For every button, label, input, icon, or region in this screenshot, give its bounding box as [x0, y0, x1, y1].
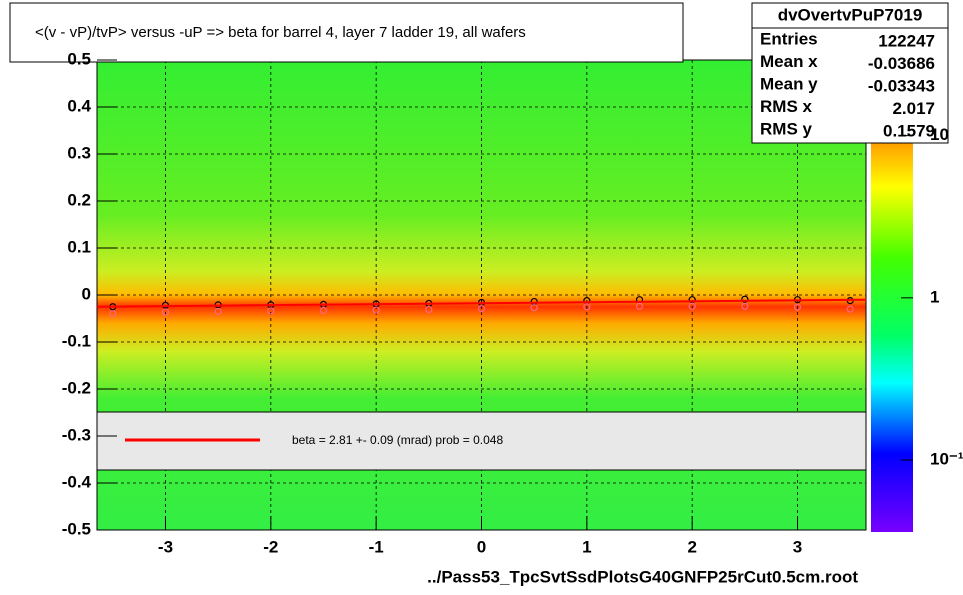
data-point [635, 302, 644, 310]
data-point [109, 310, 117, 318]
data-point [372, 306, 380, 314]
colorbar-tick-label: 10⁻¹ [930, 450, 963, 469]
stats-label: Mean x [760, 52, 818, 71]
data-point [741, 295, 749, 303]
title-box [9, 2, 684, 63]
stats-value: 2.017 [892, 99, 935, 118]
data-point [161, 308, 170, 316]
data-point [267, 307, 275, 315]
data-point [846, 305, 854, 313]
y-tick-label: -0.3 [62, 425, 91, 444]
x-axis-label: ../Pass53_TpcSvtSsdPlotsG40GNFP25rCut0.5… [427, 567, 858, 586]
stats-label: RMS x [760, 97, 813, 116]
y-tick-label: -0.2 [62, 378, 91, 397]
y-tick-label: 0 [82, 284, 91, 303]
y-tick-label: -0.4 [62, 472, 92, 491]
colorbar-tick-label: 1 [930, 287, 939, 306]
data-point [477, 305, 486, 313]
x-tick-label: 3 [793, 537, 802, 556]
x-tick-label: 2 [687, 537, 696, 556]
x-tick-label: -2 [263, 537, 278, 556]
data-point [741, 302, 749, 310]
colorbar-tick-label: 10 [930, 125, 949, 144]
y-tick-label: 0.5 [67, 49, 91, 68]
color-bar [871, 140, 913, 532]
chart-title: <(v - vP)/tvP> versus -uP => beta for ba… [35, 24, 526, 41]
stats-value: 122247 [878, 31, 935, 50]
fit-line [96, 298, 867, 308]
data-point [214, 307, 222, 316]
y-tick-label: 0.3 [67, 143, 91, 162]
data-point [530, 304, 538, 312]
y-tick-label: -0.5 [62, 519, 91, 538]
x-tick-label: -1 [369, 537, 384, 556]
data-point [319, 306, 328, 315]
y-tick-label: -0.1 [62, 331, 91, 350]
x-tick-label: 1 [582, 537, 591, 556]
data-point [793, 303, 802, 311]
stats-value: 0.1579 [883, 121, 935, 140]
data-point [425, 305, 433, 314]
stats-label: RMS y [760, 119, 813, 138]
stats-box [751, 2, 949, 144]
data-point [583, 303, 591, 311]
y-tick-label: 0.1 [67, 237, 91, 256]
stats-title: dvOvertvPuP7019 [778, 5, 923, 24]
y-tick-label: 0.2 [67, 190, 91, 209]
x-tick-label: 0 [477, 537, 486, 556]
x-tick-label: -3 [158, 537, 173, 556]
stats-label: Entries [760, 29, 818, 48]
stats-label: Mean y [760, 74, 818, 93]
y-tick-label: 0.4 [67, 96, 91, 115]
stats-value: -0.03686 [868, 54, 935, 73]
data-point [688, 302, 696, 310]
legend-text: beta = 2.81 +- 0.09 (mrad) prob = 0.048 [292, 433, 503, 447]
stats-value: -0.03343 [868, 76, 935, 95]
